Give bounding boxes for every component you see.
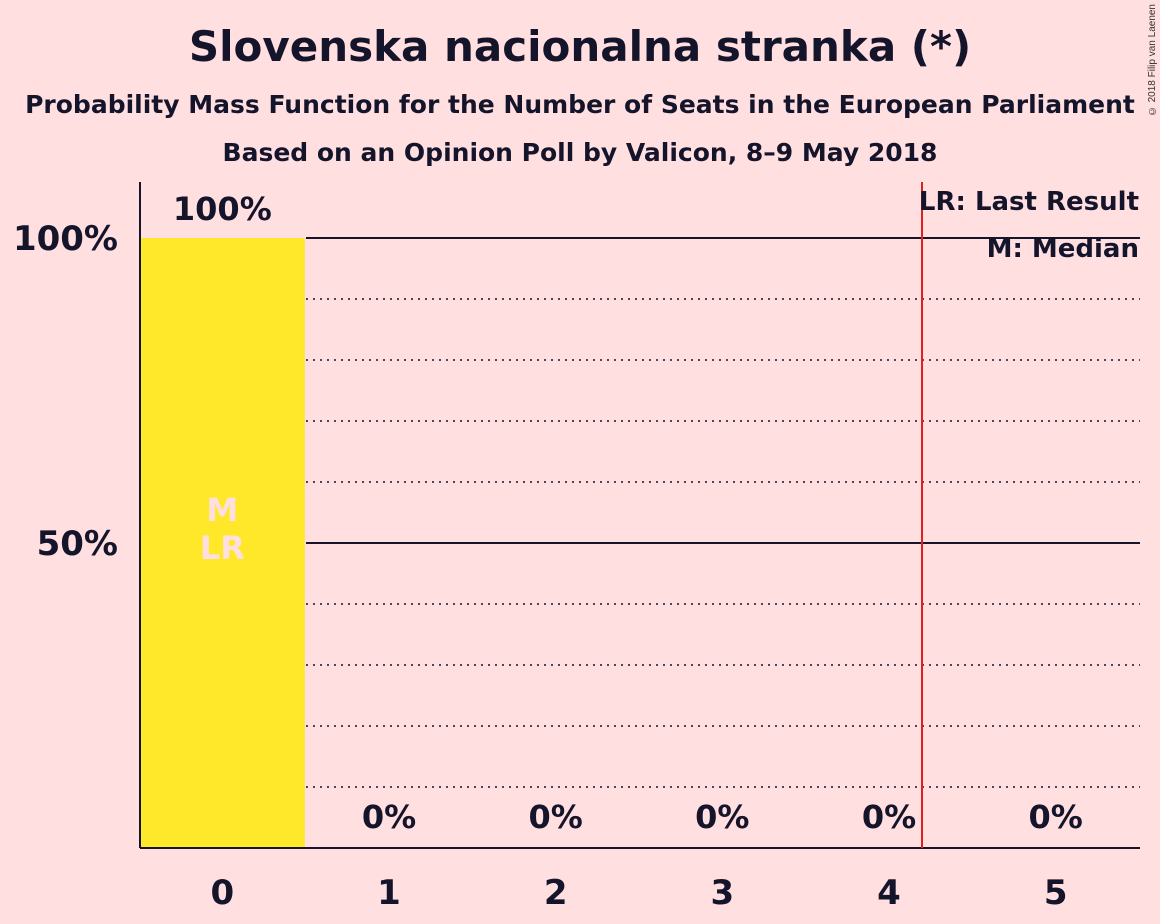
x-tick-label: 1 (377, 873, 401, 913)
y-tick-label: 50% (37, 524, 118, 564)
data-label: 0% (362, 798, 416, 836)
chart-source-subtitle: Based on an Opinion Poll by Valicon, 8–9… (222, 138, 938, 167)
bar-seat-0 (139, 238, 305, 848)
bar-marker-m: M (206, 491, 238, 529)
x-tick-label: 2 (544, 873, 568, 913)
legend-median: M: Median (987, 234, 1139, 264)
y-tick-label: 100% (13, 219, 118, 259)
legend-last-result: LR: Last Result (919, 187, 1139, 217)
data-label: 0% (1029, 798, 1083, 836)
data-label: 0% (862, 798, 916, 836)
chart-subtitle: Probability Mass Function for the Number… (25, 90, 1135, 119)
bar-marker-lr: LR (200, 529, 245, 567)
data-label: 0% (695, 798, 749, 836)
data-label: 100% (173, 190, 272, 228)
x-tick-label: 4 (877, 873, 901, 913)
x-tick-label: 5 (1044, 873, 1068, 913)
chart-title: Slovenska nacionalna stranka (*) (188, 22, 972, 71)
x-tick-label: 3 (710, 873, 734, 913)
x-tick-label: 0 (210, 873, 234, 913)
data-label: 0% (529, 798, 583, 836)
